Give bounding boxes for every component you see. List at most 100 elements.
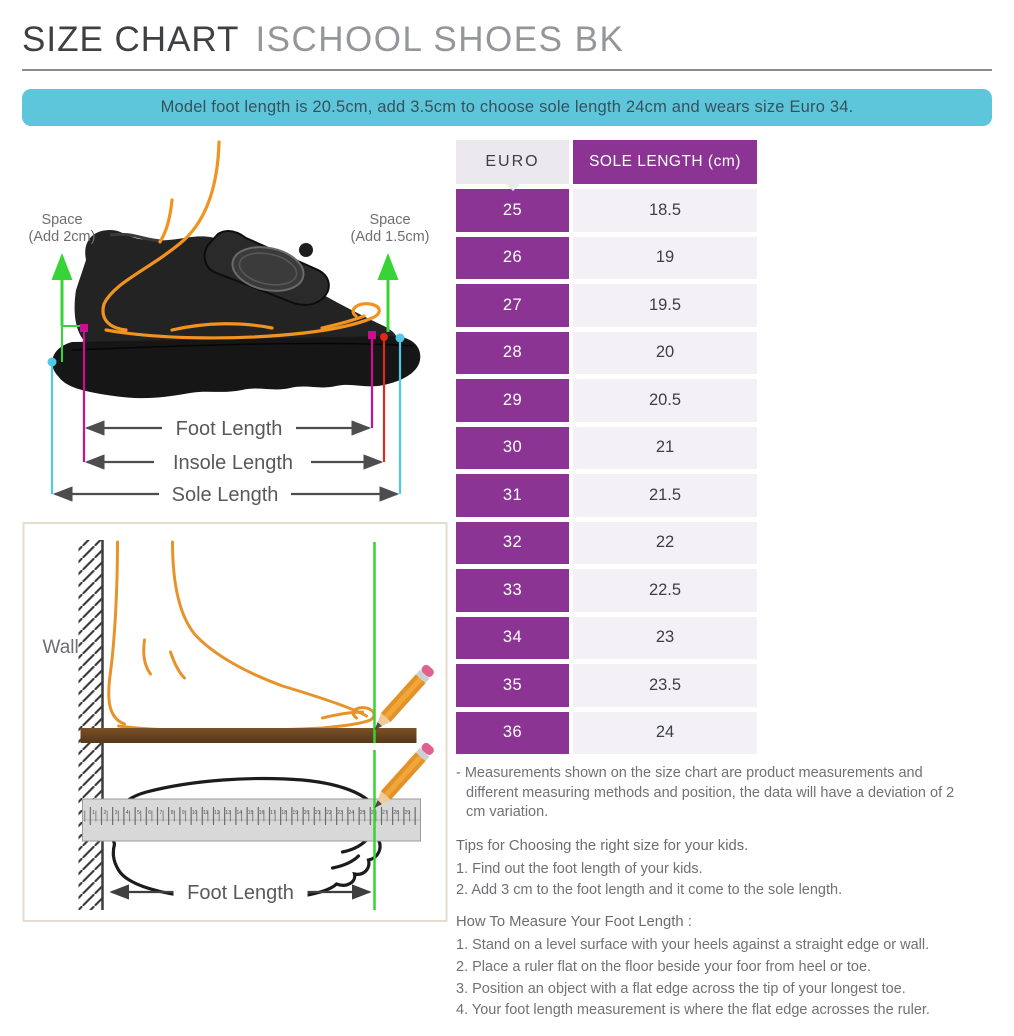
insole-length-dimension: Insole Length bbox=[84, 450, 384, 474]
svg-text:23: 23 bbox=[337, 810, 343, 816]
table-row: 36 24 bbox=[456, 711, 757, 754]
howto-heading: How To Measure Your Foot Length : bbox=[456, 914, 692, 931]
diagram-column: Space (Add 2cm) Space (Add 1.5cm) bbox=[22, 140, 452, 1022]
floor-bar bbox=[80, 728, 417, 743]
sole-length-cell: 20 bbox=[573, 331, 757, 374]
page-subtitle: ISCHOOL SHOES BK bbox=[255, 20, 625, 59]
euro-size-cell: 36 bbox=[456, 711, 569, 754]
svg-text:22: 22 bbox=[326, 810, 332, 816]
svg-text:21: 21 bbox=[315, 810, 321, 816]
side-foot-outline bbox=[107, 540, 376, 733]
ruler: 1 2 3 4 5 6 7 8 9 10 11 12 13 14 15 16 17 18 19 20 21 22 23 24 2… bbox=[82, 798, 421, 842]
info-banner: Model foot length is 20.5cm, add 3.5cm t… bbox=[22, 89, 992, 126]
svg-text:10: 10 bbox=[192, 810, 198, 816]
tip-item: 1. Find out the foot length of your kids… bbox=[456, 860, 703, 877]
sole-length-cell: 23.5 bbox=[573, 664, 757, 707]
tips-block: Tips for Choosing the right size for you… bbox=[456, 838, 992, 903]
euro-size-cell: 33 bbox=[456, 569, 569, 612]
svg-text:7: 7 bbox=[160, 810, 163, 816]
sole-length-column-header: SOLE LENGTH (cm) bbox=[573, 140, 757, 184]
tip-item: 2. Add 3 cm to the foot length and it co… bbox=[456, 882, 843, 899]
howto-item: 2. Place a ruler flat on the floor besid… bbox=[456, 958, 872, 975]
svg-text:2: 2 bbox=[104, 810, 107, 816]
svg-text:13: 13 bbox=[225, 810, 231, 816]
svg-text:5: 5 bbox=[137, 810, 140, 816]
sole-length-cell: 24 bbox=[573, 711, 757, 754]
table-row: 29 20.5 bbox=[456, 379, 757, 422]
tips-list: 1. Find out the foot length of your kids… bbox=[456, 859, 992, 903]
table-row: 28 20 bbox=[456, 331, 757, 374]
foot-length-dimension-bottom: Foot Length bbox=[109, 880, 372, 904]
page-header: SIZE CHART ISCHOOL SHOES BK bbox=[22, 20, 992, 71]
euro-size-cell: 35 bbox=[456, 664, 569, 707]
svg-text:4: 4 bbox=[126, 810, 129, 816]
table-row: 34 23 bbox=[456, 616, 757, 659]
sole-length-cell: 20.5 bbox=[573, 379, 757, 422]
euro-size-cell: 29 bbox=[456, 379, 569, 422]
svg-text:16: 16 bbox=[259, 810, 265, 816]
measure-guides bbox=[47, 324, 405, 494]
header-divider bbox=[22, 69, 992, 71]
wall bbox=[78, 540, 104, 910]
space-right-label-line1: Space bbox=[369, 212, 410, 228]
svg-text:20: 20 bbox=[304, 810, 310, 816]
foot-outline-overlay bbox=[101, 140, 381, 340]
table-row: 25 18.5 bbox=[456, 189, 757, 232]
insole-length-label: Insole Length bbox=[173, 452, 293, 474]
svg-text:24: 24 bbox=[349, 810, 355, 816]
measurement-note: - Measurements shown on the size chart a… bbox=[456, 765, 955, 821]
howto-list: 1. Stand on a level surface with your he… bbox=[456, 935, 992, 1022]
sole-length-cell: 22 bbox=[573, 521, 757, 564]
svg-text:8: 8 bbox=[171, 810, 174, 816]
euro-size-cell: 32 bbox=[456, 521, 569, 564]
table-row: 35 23.5 bbox=[456, 664, 757, 707]
sole-length-cell: 23 bbox=[573, 616, 757, 659]
euro-size-cell: 27 bbox=[456, 284, 569, 327]
howto-block: How To Measure Your Foot Length : 1. Sta… bbox=[456, 914, 992, 1022]
svg-text:9: 9 bbox=[182, 810, 185, 816]
sole-length-cell: 21.5 bbox=[573, 474, 757, 517]
euro-size-cell: 26 bbox=[456, 236, 569, 279]
space-left-label-line1: Space bbox=[41, 212, 82, 228]
table-row: 31 21.5 bbox=[456, 474, 757, 517]
svg-text:19: 19 bbox=[293, 810, 299, 816]
sole-length-dimension: Sole Length bbox=[52, 482, 400, 506]
table-row: 26 19 bbox=[456, 236, 757, 279]
space-right-label-line2: (Add 1.5cm) bbox=[351, 229, 430, 245]
size-table-body: 25 18.5 26 19 27 19.5 28 20 29 20.5 30 21 31 21.5 32 22… bbox=[456, 189, 757, 754]
svg-text:29: 29 bbox=[405, 810, 411, 816]
svg-text:1: 1 bbox=[92, 810, 95, 816]
measure-diagram: Wall bbox=[22, 522, 448, 922]
content-column: EURO SOLE LENGTH (cm) 25 18.5 26 19 27 19.5 28… bbox=[452, 140, 992, 1022]
svg-text:15: 15 bbox=[248, 810, 254, 816]
table-row: 32 22 bbox=[456, 521, 757, 564]
space-arrow-left bbox=[51, 253, 84, 362]
svg-text:25: 25 bbox=[360, 810, 366, 816]
svg-text:18: 18 bbox=[281, 810, 287, 816]
page-title: SIZE CHART bbox=[22, 20, 240, 59]
space-left-label-line2: (Add 2cm) bbox=[29, 229, 96, 245]
svg-text:14: 14 bbox=[237, 810, 243, 816]
euro-size-cell: 28 bbox=[456, 331, 569, 374]
euro-size-cell: 30 bbox=[456, 426, 569, 469]
table-row: 27 19.5 bbox=[456, 284, 757, 327]
euro-size-cell: 31 bbox=[456, 474, 569, 517]
sole-length-label: Sole Length bbox=[172, 484, 279, 505]
svg-text:17: 17 bbox=[270, 810, 276, 816]
sole-length-cell: 19.5 bbox=[573, 284, 757, 327]
svg-text:12: 12 bbox=[214, 810, 220, 816]
svg-text:11: 11 bbox=[203, 810, 208, 816]
sole-length-cell: 21 bbox=[573, 426, 757, 469]
euro-column-header: EURO bbox=[456, 140, 569, 184]
svg-text:3: 3 bbox=[115, 810, 118, 816]
table-row: 33 22.5 bbox=[456, 569, 757, 612]
howto-item: 1. Stand on a level surface with your he… bbox=[456, 937, 930, 954]
wall-label: Wall bbox=[43, 637, 79, 658]
shoe-diagram: Space (Add 2cm) Space (Add 1.5cm) bbox=[29, 140, 430, 506]
size-table: EURO SOLE LENGTH (cm) 25 18.5 26 19 27 19.5 28… bbox=[456, 140, 757, 754]
svg-text:28: 28 bbox=[393, 810, 399, 816]
sole-length-cell: 19 bbox=[573, 236, 757, 279]
foot-length-label-bottom: Foot Length bbox=[187, 882, 294, 904]
howto-item: 3. Position an object with a flat edge a… bbox=[456, 980, 906, 997]
